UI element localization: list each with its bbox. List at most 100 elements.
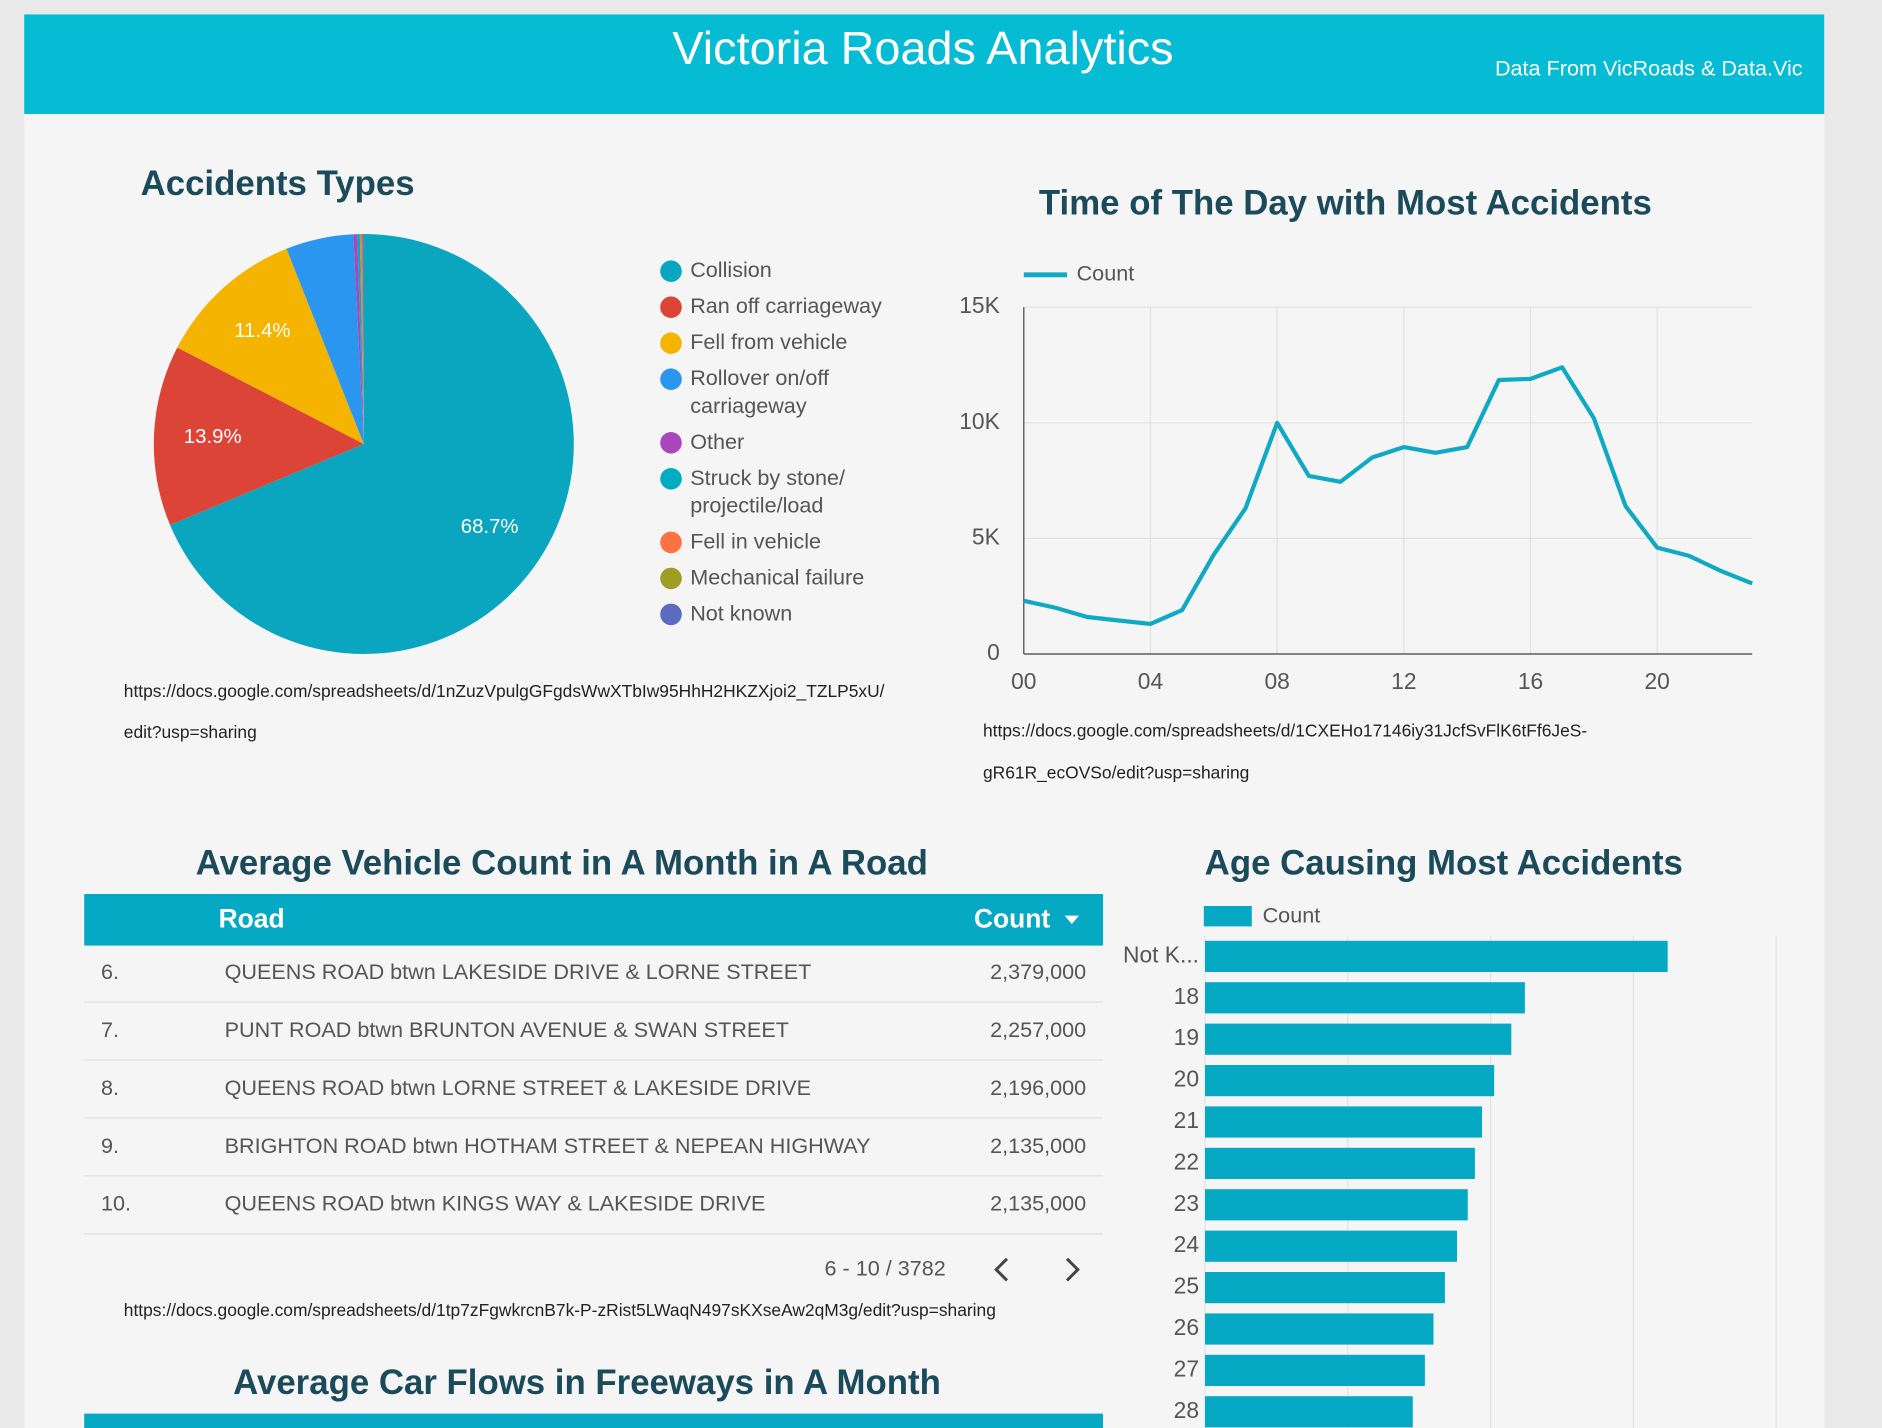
line-series: [1023, 365, 1753, 627]
sort-icon[interactable]: [1064, 915, 1079, 924]
legend-swatch: [660, 432, 682, 454]
row-index: 6.: [101, 959, 119, 984]
table-title: Average Vehicle Count in A Month in A Ro…: [196, 843, 928, 882]
report-title: Victoria Roads Analytics: [672, 22, 1173, 74]
source-link[interactable]: gR61R_ecOVSo/edit?usp=sharing: [983, 763, 1249, 783]
source-link[interactable]: https://docs.google.com/spreadsheets/d/1…: [124, 681, 885, 701]
y-tick-label: 15K: [959, 292, 1000, 318]
legend-swatch: [660, 368, 682, 390]
count-cell: 2,379,000: [990, 959, 1086, 984]
header-bar: [24, 14, 1825, 114]
x-tick-label: 04: [1138, 668, 1164, 694]
x-tick-label: 16: [1518, 668, 1543, 694]
legend-swatch: [660, 296, 682, 318]
column-header[interactable]: Count: [974, 903, 1050, 933]
legend-label: Fell in vehicle: [690, 528, 821, 553]
legend-swatch: [660, 603, 682, 626]
y-tick-label: 20: [1174, 1066, 1199, 1092]
legend-swatch: [660, 260, 682, 282]
column-header[interactable]: Road: [219, 903, 285, 933]
row-index: 7.: [101, 1017, 119, 1042]
count-cell: 2,257,000: [990, 1017, 1086, 1042]
x-tick-label: 12: [1391, 668, 1416, 694]
legend-label-line: Ran off carriageway: [690, 293, 882, 318]
bar: [1205, 1106, 1483, 1138]
x-tick-label: 00: [1011, 668, 1036, 694]
legend-swatch: [1203, 906, 1252, 927]
legend-label: Collision: [690, 257, 772, 282]
legend-label: Other: [690, 429, 744, 454]
legend-label: Struck by stone/projectile/load: [690, 465, 845, 518]
x-tick-label: 08: [1264, 668, 1289, 694]
legend-label-line: projectile/load: [690, 492, 823, 517]
bar: [1205, 1354, 1425, 1386]
legend-label: Rollover on/off carriageway: [690, 365, 830, 418]
road-name: QUEENS ROAD btwn KINGS WAY & LAKESIDE DR…: [225, 1191, 766, 1216]
legend-label-line: Fell from vehicle: [690, 329, 847, 354]
count-cell: 2,196,000: [990, 1075, 1086, 1100]
prev-page[interactable]: [994, 1257, 1009, 1282]
legend-swatch: [660, 332, 682, 354]
count-cell: 2,135,000: [990, 1133, 1086, 1158]
source-link[interactable]: https://docs.google.com/spreadsheets/d/1…: [124, 1300, 996, 1320]
legend-label-line: Not known: [690, 600, 792, 625]
pie-slice: [170, 234, 574, 654]
bar: [1205, 1189, 1468, 1221]
y-tick-label: 26: [1174, 1314, 1199, 1340]
y-tick-label: 10K: [959, 408, 1000, 434]
pie-slice: [177, 248, 364, 444]
source-link[interactable]: edit?usp=sharing: [124, 722, 257, 742]
bar: [1205, 982, 1525, 1014]
next-page[interactable]: [1065, 1257, 1080, 1282]
road-name: PUNT ROAD btwn BRUNTON AVENUE & SWAN STR…: [225, 1017, 789, 1042]
count-cell: 2,135,000: [990, 1191, 1086, 1216]
legend-label: Not known: [690, 600, 792, 625]
pagination-text: 6 - 10 / 3782: [825, 1255, 946, 1280]
legend-swatch: [660, 531, 682, 554]
pie-slice: [361, 234, 364, 444]
source-link[interactable]: https://docs.google.com/spreadsheets/d/1…: [983, 721, 1587, 741]
y-tick-label: Not K...: [1123, 941, 1199, 967]
legend-swatch: [660, 567, 682, 590]
legend-label: Fell from vehicle: [690, 329, 847, 354]
pie-slice: [286, 234, 364, 444]
legend-label: Ran off carriageway: [690, 293, 882, 318]
legend-label: Count: [1263, 903, 1321, 928]
y-tick-label: 28: [1174, 1397, 1199, 1423]
y-tick-label: 19: [1174, 1024, 1199, 1050]
legend-swatch: [660, 468, 682, 490]
table-header: [84, 1413, 1103, 1428]
row-index: 8.: [101, 1075, 119, 1100]
row-index: 9.: [101, 1133, 119, 1158]
y-tick-label: 25: [1174, 1273, 1199, 1299]
chart-title: Age Causing Most Accidents: [1205, 843, 1683, 882]
road-name: BRIGHTON ROAD btwn HOTHAM STREET & NEPEA…: [225, 1133, 871, 1158]
road-name: QUEENS ROAD btwn LAKESIDE DRIVE & LORNE …: [225, 959, 812, 984]
legend-label: Count: [1077, 261, 1135, 286]
pie-slice: [357, 234, 364, 444]
chart-title: Time of The Day with Most Accidents: [1039, 183, 1652, 222]
legend-label-line: carriageway: [690, 393, 807, 418]
y-tick-label: 23: [1174, 1190, 1199, 1216]
slice-label: 13.9%: [184, 426, 242, 448]
y-tick-label: 21: [1174, 1107, 1199, 1133]
legend-label-line: Fell in vehicle: [690, 528, 821, 553]
bar: [1205, 940, 1668, 972]
chart-title: Accidents Types: [141, 164, 415, 203]
pie-slice: [362, 234, 364, 444]
y-tick-label: 18: [1174, 983, 1199, 1009]
slice-label: 11.4%: [234, 320, 290, 342]
bar: [1205, 1230, 1458, 1262]
y-tick-label: 5K: [972, 523, 1000, 549]
bar: [1205, 1313, 1434, 1345]
legend-label-line: Struck by stone/: [690, 465, 845, 490]
table-header: [84, 894, 1103, 946]
x-tick-label: 20: [1645, 668, 1670, 694]
legend-label-line: Collision: [690, 257, 772, 282]
y-tick-label: 22: [1174, 1148, 1199, 1174]
bar: [1205, 1147, 1475, 1179]
legend-label: Mechanical failure: [690, 564, 864, 589]
bar: [1205, 1272, 1445, 1304]
